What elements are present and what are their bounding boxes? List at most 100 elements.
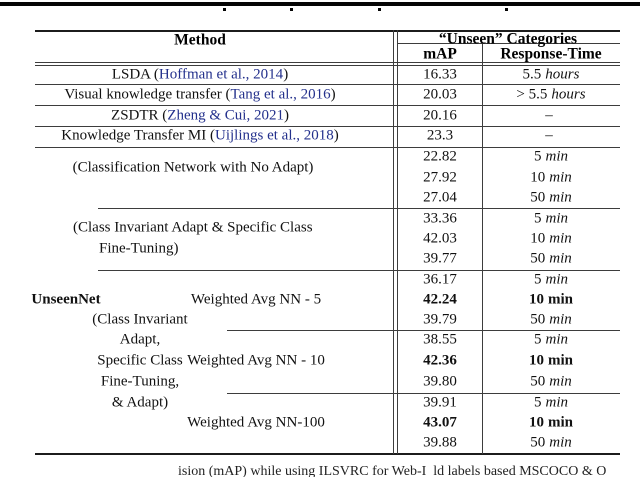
- time-value-best: 10 min: [528, 414, 574, 431]
- row-rule: [35, 126, 620, 127]
- cropped-caption: ision (mAP) while using ILSVRC for Web-I…: [178, 464, 606, 477]
- time-unit: hours: [551, 86, 586, 103]
- map-value: 42.03: [423, 230, 457, 247]
- map-value: 39.80: [423, 373, 457, 390]
- time-number: 50: [530, 373, 546, 390]
- group-rule: [98, 208, 620, 209]
- map-value: 39.79: [423, 311, 457, 328]
- time-value: –: [545, 127, 557, 144]
- method-name: LSDA (: [111, 66, 159, 83]
- time-value: 5 min: [534, 148, 569, 165]
- time-unit: hours: [545, 66, 580, 83]
- time-number: –: [545, 127, 553, 144]
- time-number: 5: [534, 394, 542, 411]
- time-number: 10: [528, 291, 544, 308]
- subgroup-rule: [227, 330, 620, 331]
- unseennet-sub-label: Fine-Tuning,: [100, 373, 180, 390]
- method-cell: Knowledge Transfer MI (Uijlings et al., …: [61, 127, 339, 144]
- time-unit: min: [549, 230, 572, 247]
- cropped-heading-rule: [0, 2, 640, 11]
- time-number: 5.5: [522, 66, 542, 83]
- descender-mark: [505, 8, 508, 11]
- map-value: 39.91: [423, 394, 457, 411]
- time-value: 10 min: [530, 230, 572, 247]
- column-vertical-rule: [482, 43, 483, 454]
- map-value: 16.33: [423, 66, 457, 83]
- time-value-best: 10 min: [528, 352, 573, 369]
- variant-label-invariant-line1: (Class Invariant Adapt & Specific Class: [73, 219, 313, 236]
- unseen-categories-header: “Unseen” Categories: [438, 30, 578, 48]
- time-number: 10: [528, 414, 544, 431]
- map-value: 38.55: [423, 331, 457, 348]
- descender-mark: [378, 8, 381, 11]
- method-header: Method: [174, 31, 226, 49]
- time-value: –: [545, 108, 557, 124]
- method-cell: LSDA (Hoffman et al., 2014): [111, 66, 289, 83]
- time-value: 50 min: [530, 373, 572, 390]
- row-rule: [35, 84, 620, 85]
- time-unit: min: [549, 189, 572, 206]
- subgroup-rule: [227, 393, 620, 394]
- time-value: 5 min: [534, 332, 568, 348]
- unseennet-sub-label: Adapt,: [119, 331, 161, 348]
- unseennet-sub-label: Specific Class: [97, 352, 183, 369]
- citation-link[interactable]: Tang et al., 2016: [230, 86, 331, 103]
- time-unit: min: [545, 210, 569, 227]
- time-number: > 5.5: [516, 86, 548, 103]
- time-unit: min: [545, 271, 569, 288]
- time-number: 50: [530, 189, 546, 206]
- group-rule: [98, 270, 620, 271]
- unseennet-label: UnseenNet: [31, 291, 101, 308]
- map-value: 33.36: [423, 210, 457, 227]
- map-header: mAP: [423, 45, 457, 63]
- method-name: Knowledge Transfer MI (: [61, 127, 215, 144]
- map-value: 20.16: [423, 107, 457, 124]
- time-value: 10 min: [530, 169, 572, 186]
- time-number: 10: [528, 352, 544, 369]
- variant-label-invariant-line2: Fine-Tuning): [99, 240, 179, 257]
- map-value: 39.77: [423, 250, 457, 267]
- descender-mark: [290, 8, 293, 11]
- method-name: Visual knowledge transfer (: [64, 86, 231, 103]
- header-double-rule-1: [35, 62, 620, 63]
- time-unit: min: [549, 250, 572, 267]
- method-cell: ZSDTR (Zheng & Cui, 2021): [111, 107, 289, 124]
- citation-link[interactable]: Hoffman et al., 2014: [158, 66, 284, 83]
- time-value: 5 min: [534, 271, 569, 288]
- method-name: ZSDTR (: [111, 107, 168, 124]
- time-unit: min: [549, 311, 572, 328]
- time-unit: min: [549, 169, 572, 186]
- time-unit: min: [547, 414, 574, 431]
- method-cell: Visual knowledge transfer (Tang et al., …: [64, 86, 335, 103]
- table-top-rule: [35, 30, 620, 32]
- time-number: 5: [534, 271, 542, 288]
- weighted-avg-nn10-label: Weighted Avg NN - 10: [187, 352, 325, 369]
- unseennet-sub-label: & Adapt): [111, 394, 169, 411]
- weighted-avg-nn100-label: Weighted Avg NN-100: [187, 414, 325, 431]
- map-value: 39.88: [423, 434, 457, 451]
- unseennet-sub-label: (Class Invariant: [92, 311, 188, 328]
- variant-label-no-adapt: (Classification Network with No Adapt): [72, 159, 314, 176]
- method-name-close: ): [333, 127, 339, 144]
- map-value: 20.03: [423, 86, 457, 103]
- time-value-best: 10 min: [528, 291, 573, 308]
- time-value: 5 min: [534, 394, 568, 411]
- method-name-close: ): [283, 66, 289, 83]
- time-number: 10: [530, 230, 546, 247]
- double-vertical-rule-2: [397, 30, 398, 454]
- time-number: 5: [534, 148, 542, 165]
- time-value: 50 min: [530, 434, 572, 451]
- caption-fragment: ision (mAP) while using ILSVRC for Web-I: [178, 464, 427, 477]
- row-rule: [35, 147, 620, 148]
- map-value: 27.04: [423, 189, 457, 206]
- table-bottom-rule: [35, 453, 620, 455]
- time-unit: min: [545, 148, 569, 165]
- map-value: 36.17: [423, 271, 457, 288]
- citation-link[interactable]: Uijlings et al., 2018: [214, 127, 334, 144]
- unseen-categories-underline: [397, 43, 620, 44]
- citation-link[interactable]: Zheng & Cui, 2021: [167, 107, 284, 124]
- time-unit: min: [549, 434, 572, 451]
- time-value: 5.5 hours: [522, 66, 580, 83]
- time-number: 50: [530, 250, 546, 267]
